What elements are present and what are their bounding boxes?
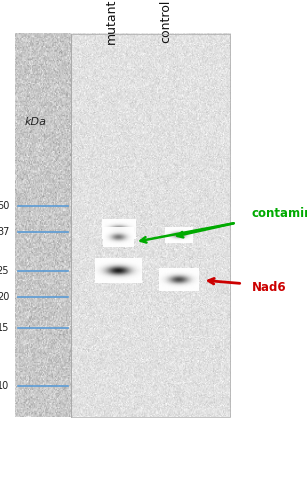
Text: 37: 37 bbox=[0, 228, 9, 237]
Text: contaminant: contaminant bbox=[252, 206, 307, 220]
Text: 20: 20 bbox=[0, 292, 9, 302]
Text: mutant: mutant bbox=[105, 0, 118, 44]
Text: 25: 25 bbox=[0, 266, 9, 275]
Text: 50: 50 bbox=[0, 201, 9, 211]
Text: kDa: kDa bbox=[24, 117, 46, 127]
Bar bbox=[71, 34, 230, 417]
Text: control: control bbox=[159, 0, 172, 43]
Text: 15: 15 bbox=[0, 323, 9, 333]
Text: 10: 10 bbox=[0, 381, 9, 390]
Text: Nad6: Nad6 bbox=[252, 281, 286, 294]
